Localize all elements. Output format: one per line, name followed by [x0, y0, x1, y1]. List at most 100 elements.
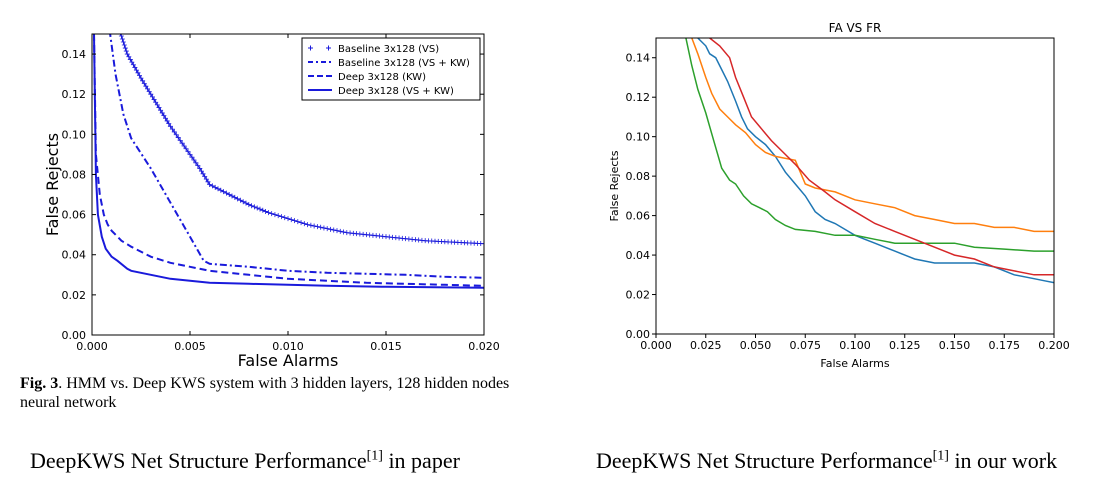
x-tick-label: 0.025	[690, 339, 722, 352]
x-tick-label: 0.020	[468, 340, 500, 353]
data-point-marker	[324, 226, 330, 232]
data-point-marker	[156, 105, 162, 111]
data-point-marker	[161, 113, 167, 119]
x-tick-label: 0.050	[740, 339, 772, 352]
data-point-marker	[308, 222, 314, 228]
data-point-marker	[124, 51, 130, 57]
data-point-marker	[215, 186, 221, 192]
right-caption-sup: [1]	[932, 448, 949, 464]
data-point-marker	[183, 146, 189, 152]
data-point-marker	[187, 151, 193, 157]
data-point-marker	[254, 205, 260, 211]
y-axis-label: False Rejects	[608, 150, 621, 221]
right-caption-prefix: DeepKWS Net Structure Performance	[596, 448, 933, 473]
data-point-marker	[257, 206, 263, 212]
x-tick-label: 0.000	[640, 339, 672, 352]
y-tick-label: 0.02	[626, 289, 651, 302]
data-point-marker	[207, 182, 213, 187]
data-point-marker	[265, 210, 271, 216]
data-point-marker	[143, 83, 149, 89]
left-caption-suffix: in paper	[382, 448, 460, 473]
figure-caption-label: Fig. 3	[20, 375, 59, 392]
data-point-marker	[318, 224, 324, 230]
data-point-marker	[141, 80, 147, 86]
left-caption-sup: [1]	[366, 448, 383, 464]
y-tick-label: 0.02	[62, 289, 87, 302]
data-point-marker	[292, 218, 298, 224]
data-point-marker	[120, 34, 121, 36]
data-point-marker	[189, 154, 195, 160]
data-point-marker	[122, 45, 128, 51]
legend-label: Baseline 3x128 (VS)	[338, 44, 439, 55]
data-point-marker	[223, 190, 229, 196]
y-tick-label: 0.14	[62, 48, 87, 61]
data-point-marker	[136, 72, 142, 78]
data-point-marker	[191, 157, 197, 163]
data-point-marker	[140, 78, 146, 84]
data-point-marker	[148, 91, 154, 97]
data-point-marker	[251, 204, 257, 210]
data-point-marker	[193, 160, 199, 166]
chart-paper: 0.000 0.005 0.010 0.015 0.020 0.00 0.02 0.04 0.0…	[43, 33, 500, 370]
data-point-marker	[198, 168, 204, 174]
data-point-marker	[123, 48, 129, 54]
y-tick-label: 0.08	[626, 170, 651, 183]
left-caption: DeepKWS Net Structure Performance[1] in …	[30, 448, 460, 474]
legend-marker	[308, 45, 331, 51]
data-point-marker	[478, 241, 484, 247]
data-point-marker	[209, 183, 215, 189]
data-point-marker	[164, 118, 170, 124]
y-axis-label: False Rejects	[43, 133, 62, 236]
data-point-marker	[232, 194, 238, 200]
data-point-marker	[282, 215, 288, 221]
y-tick-label: 0.06	[62, 209, 87, 222]
data-point-marker	[127, 56, 133, 62]
data-point-marker	[175, 135, 181, 141]
data-point-marker	[249, 203, 255, 209]
data-point-marker	[226, 192, 232, 198]
data-point-marker	[159, 110, 165, 116]
data-point-marker	[203, 176, 209, 182]
data-point-marker	[237, 197, 243, 203]
x-tick-label: 0.010	[272, 340, 304, 353]
data-point-marker	[166, 121, 172, 127]
data-point-marker	[305, 222, 311, 228]
data-point-marker	[132, 64, 138, 70]
x-axis-label: False Alarms	[820, 357, 889, 370]
data-point-marker	[288, 217, 294, 223]
data-point-marker	[278, 214, 284, 220]
series-line-orange	[691, 38, 1054, 233]
data-point-marker	[129, 59, 135, 65]
data-point-marker	[298, 220, 304, 226]
data-point-marker	[181, 143, 187, 149]
data-point-marker	[177, 137, 183, 143]
x-tick-label: 0.005	[174, 340, 206, 353]
x-tick-label: 0.000	[76, 340, 108, 353]
data-point-marker	[153, 99, 159, 105]
y-tick-label: 0.04	[62, 249, 87, 262]
legend: Baseline 3x128 (VS) Baseline 3x128 (VS + …	[301, 37, 481, 101]
data-point-marker	[119, 36, 125, 42]
legend-label: Deep 3x128 (KW)	[338, 72, 426, 83]
right-caption-suffix: in our work	[948, 448, 1058, 473]
data-point-marker	[121, 42, 127, 48]
data-point-marker	[260, 207, 266, 213]
data-point-marker	[221, 189, 227, 195]
x-tick-label: 0.075	[790, 339, 822, 352]
y-tick-label: 0.04	[626, 249, 651, 262]
x-tick-label: 0.150	[939, 339, 971, 352]
y-tick-label: 0.00	[626, 328, 651, 341]
data-point-marker	[120, 39, 126, 45]
legend-label: Baseline 3x128 (VS + KW)	[338, 58, 470, 69]
data-point-marker	[285, 216, 291, 222]
y-tick-label: 0.12	[626, 91, 651, 104]
data-point-marker	[295, 219, 301, 225]
y-tick-label: 0.12	[62, 88, 87, 101]
data-point-marker	[171, 129, 177, 135]
data-point-marker	[149, 94, 155, 100]
data-point-marker	[135, 70, 141, 76]
data-point-marker	[169, 126, 175, 132]
data-point-marker	[331, 227, 337, 233]
right-caption: DeepKWS Net Structure Performance[1] in …	[596, 448, 1057, 474]
data-point-marker	[145, 86, 151, 92]
